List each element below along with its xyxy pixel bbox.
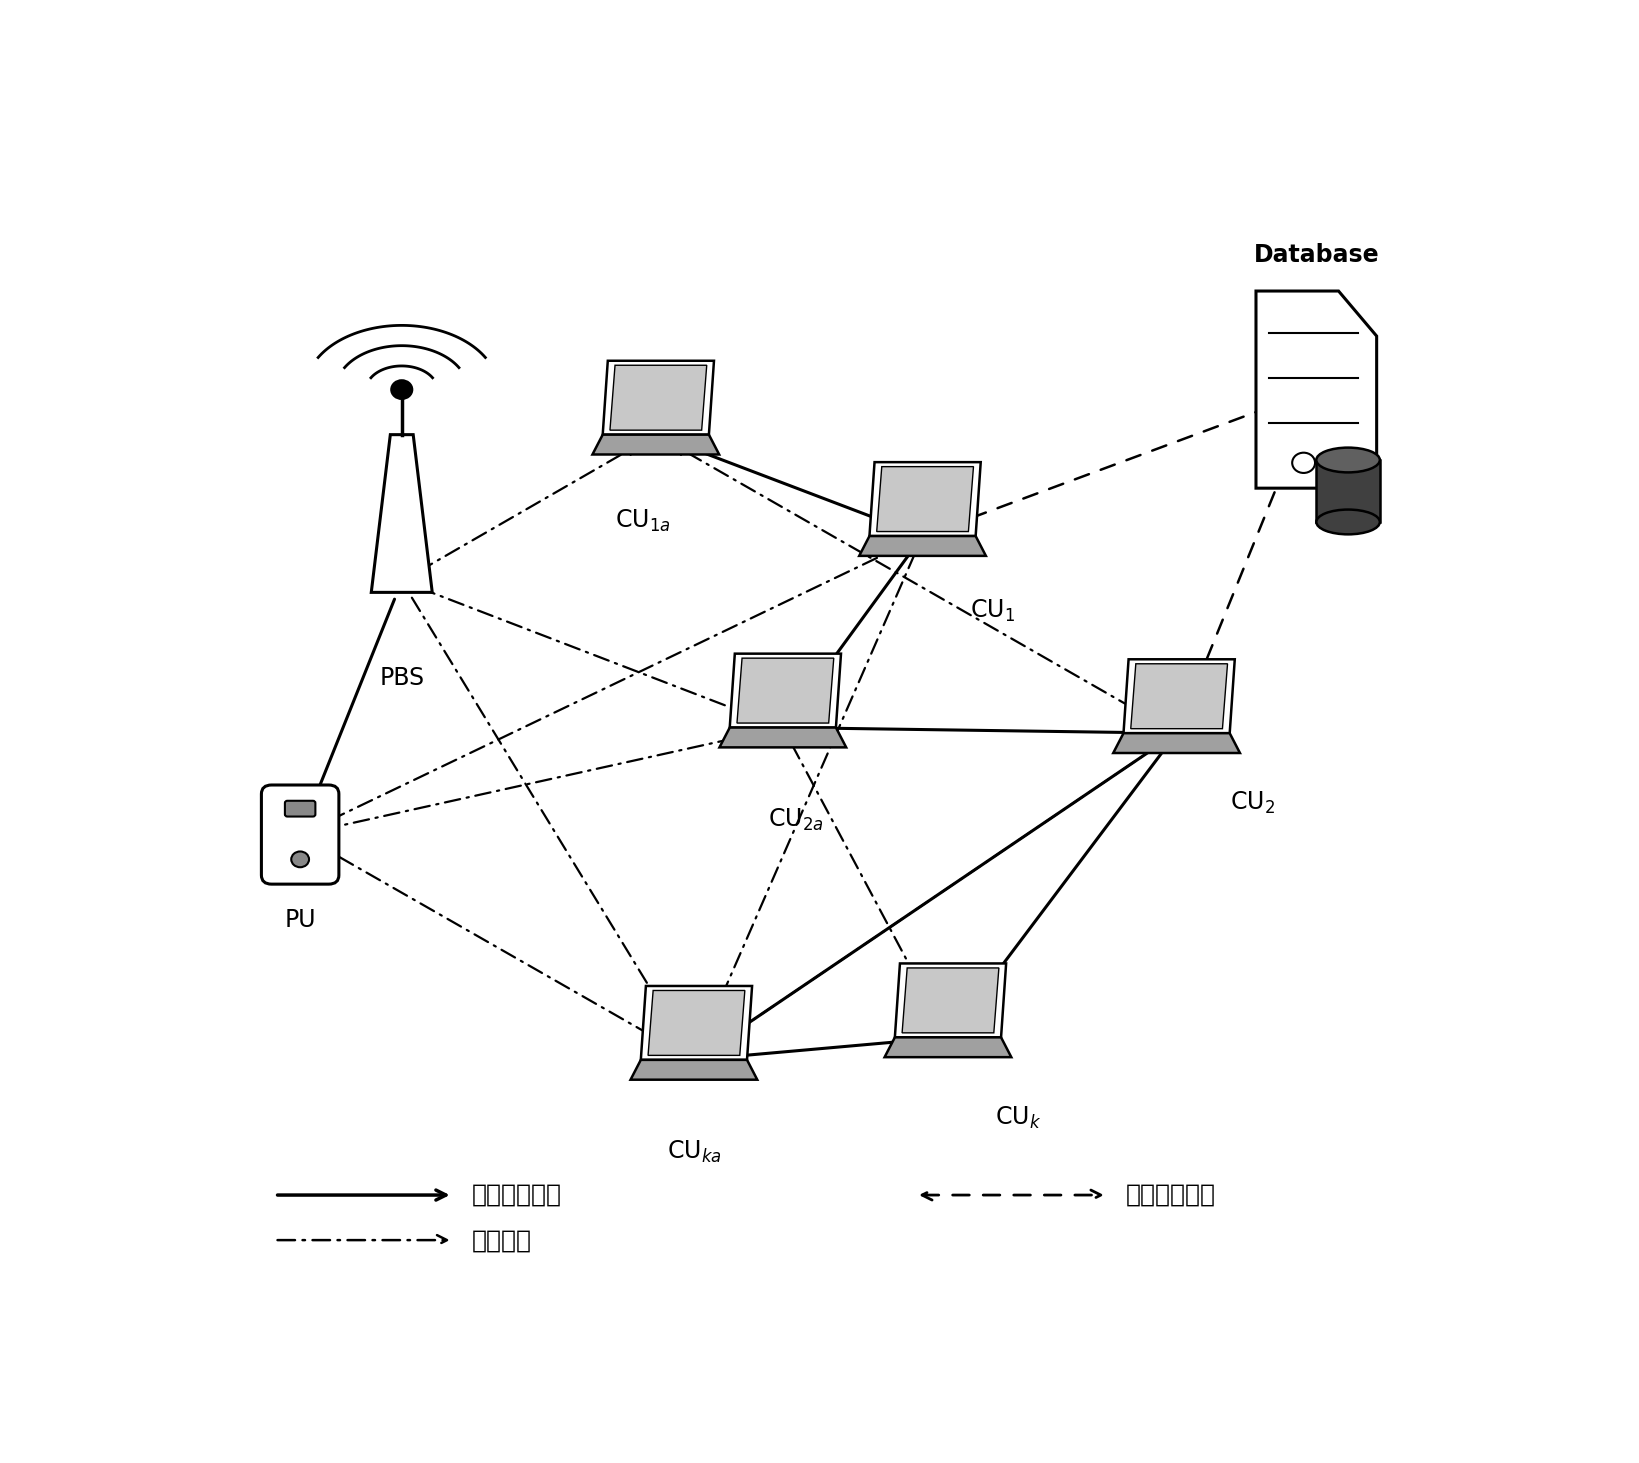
- Text: Database: Database: [1254, 243, 1378, 268]
- Polygon shape: [895, 964, 1006, 1037]
- Text: CU$_k$: CU$_k$: [995, 1105, 1041, 1131]
- Polygon shape: [592, 435, 720, 455]
- Polygon shape: [1123, 660, 1234, 733]
- Polygon shape: [1316, 459, 1380, 522]
- FancyBboxPatch shape: [261, 786, 339, 884]
- Text: CU$_{1a}$: CU$_{1a}$: [615, 508, 670, 534]
- Text: 干扰链路: 干扰链路: [472, 1227, 531, 1252]
- Polygon shape: [1255, 291, 1377, 489]
- Circle shape: [292, 851, 310, 868]
- Ellipse shape: [1316, 509, 1380, 534]
- FancyBboxPatch shape: [285, 800, 315, 816]
- Ellipse shape: [1316, 448, 1380, 473]
- Polygon shape: [1131, 664, 1228, 729]
- Polygon shape: [877, 467, 974, 531]
- Polygon shape: [603, 361, 715, 435]
- Polygon shape: [1113, 733, 1241, 753]
- Polygon shape: [631, 1059, 757, 1080]
- Polygon shape: [859, 535, 987, 556]
- Polygon shape: [610, 366, 706, 430]
- Text: 信息交互链路: 信息交互链路: [1126, 1184, 1216, 1207]
- Polygon shape: [738, 658, 834, 723]
- Polygon shape: [720, 727, 846, 748]
- Text: 数据传输链路: 数据传输链路: [472, 1184, 562, 1207]
- Polygon shape: [885, 1037, 1011, 1058]
- Circle shape: [392, 380, 411, 398]
- Text: PU: PU: [285, 907, 316, 932]
- Text: CU$_1$: CU$_1$: [970, 598, 1015, 625]
- Text: CU$_2$: CU$_2$: [1231, 790, 1275, 816]
- Text: PBS: PBS: [379, 666, 425, 689]
- Polygon shape: [647, 990, 744, 1055]
- Text: CU$_{ka}$: CU$_{ka}$: [667, 1138, 721, 1165]
- Polygon shape: [869, 462, 980, 535]
- Circle shape: [1292, 452, 1314, 473]
- Polygon shape: [901, 969, 998, 1033]
- Text: CU$_{2a}$: CU$_{2a}$: [767, 806, 823, 832]
- Polygon shape: [729, 654, 841, 727]
- Polygon shape: [372, 435, 433, 593]
- Polygon shape: [641, 986, 752, 1059]
